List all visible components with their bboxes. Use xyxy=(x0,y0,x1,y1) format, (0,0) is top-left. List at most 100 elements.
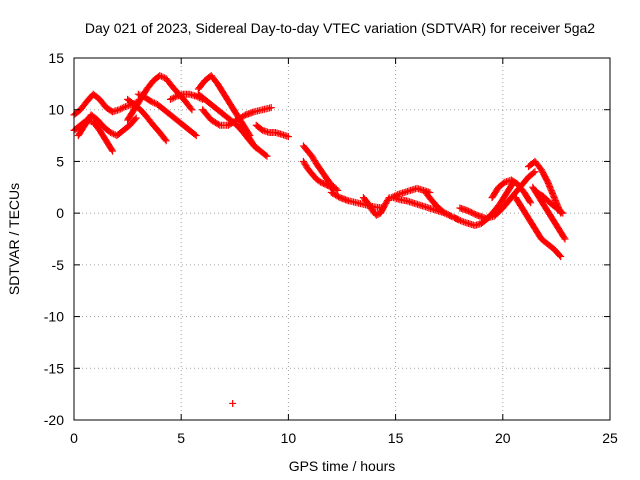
series-arc19 xyxy=(422,188,455,220)
data-points xyxy=(70,72,569,407)
data-point-run xyxy=(382,195,392,207)
x-tick-label: 15 xyxy=(388,430,404,446)
data-point-run xyxy=(121,122,132,133)
data-point-run xyxy=(144,78,156,92)
y-tick-label: 15 xyxy=(48,50,64,66)
data-point-run xyxy=(532,226,545,242)
data-point-run xyxy=(536,195,549,211)
data-point-run xyxy=(181,90,192,98)
data-point-run xyxy=(377,202,388,216)
data-point-run xyxy=(209,117,222,128)
data-point-run xyxy=(365,200,375,213)
data-point-run xyxy=(258,148,270,159)
data-point-run xyxy=(273,129,284,138)
data-point-run xyxy=(260,104,274,113)
data-point-run xyxy=(157,72,169,82)
data-point-run xyxy=(131,102,143,113)
data-point-run xyxy=(218,121,231,129)
data-point-run xyxy=(221,112,233,123)
data-point-run xyxy=(88,112,100,123)
series-arc24 xyxy=(525,157,565,217)
data-point-run xyxy=(136,91,147,101)
data-point-run xyxy=(355,199,368,208)
data-point-run xyxy=(551,247,564,259)
data-point-run xyxy=(114,127,126,139)
data-point-run xyxy=(175,91,186,100)
series-arc20 xyxy=(452,178,518,230)
data-point-run xyxy=(260,127,271,136)
data-point-run xyxy=(532,159,544,172)
y-axis-label: SDTVAR / TECUs xyxy=(6,183,22,295)
data-point-run xyxy=(521,190,534,206)
data-point-run xyxy=(309,154,319,166)
data-point-run xyxy=(404,197,415,206)
data-point-run xyxy=(305,148,315,159)
data-point-run xyxy=(509,177,521,187)
x-tick-label: 0 xyxy=(70,430,78,446)
data-point-run xyxy=(251,143,263,154)
data-point-run xyxy=(161,107,173,118)
data-point-run xyxy=(542,205,555,221)
data-point-run xyxy=(71,107,83,118)
data-point-run xyxy=(78,99,90,112)
data-point-run xyxy=(519,205,532,221)
data-point-run xyxy=(466,220,477,229)
data-point-run xyxy=(97,97,109,110)
data-point-run xyxy=(110,106,121,115)
data-point-run xyxy=(544,180,558,200)
data-point-run xyxy=(397,196,409,204)
data-point-run xyxy=(71,122,83,133)
data-point xyxy=(447,212,455,220)
data-point-run xyxy=(534,189,546,200)
data-point-run xyxy=(313,161,324,172)
data-point xyxy=(452,214,460,222)
data-point-run xyxy=(108,129,119,139)
data-point-run xyxy=(489,185,502,200)
data-point-run xyxy=(91,91,102,102)
data-point-run xyxy=(515,182,527,195)
data-point-run xyxy=(429,198,441,211)
data-point-run xyxy=(460,218,471,227)
data-point-run xyxy=(226,117,240,128)
data-point-run xyxy=(155,102,167,113)
gridlines xyxy=(74,58,610,420)
data-point-run xyxy=(300,159,311,171)
data-point-run xyxy=(318,179,327,187)
series-outlier xyxy=(229,399,237,407)
data-point-run xyxy=(391,194,402,203)
data-point-run xyxy=(512,195,525,211)
data-point-run xyxy=(453,215,464,225)
data-point-run xyxy=(423,203,434,212)
data-point-run xyxy=(254,122,265,133)
data-point-run xyxy=(200,107,214,123)
data-point-run xyxy=(208,73,221,86)
data-point-run xyxy=(554,205,566,216)
data-point-run xyxy=(443,210,454,219)
data-point-run xyxy=(423,190,435,203)
data-point-run xyxy=(496,179,508,190)
data-point-run xyxy=(101,124,113,135)
y-axis-ticks: -20 -15 -10 -5 0 5 10 15 xyxy=(44,50,610,428)
data-point-run xyxy=(503,177,514,186)
data-point-run xyxy=(123,101,134,110)
series-arc5 xyxy=(124,95,170,145)
series-arc12 xyxy=(252,121,292,141)
x-tick-label: 25 xyxy=(602,430,618,446)
data-point-run xyxy=(555,226,568,242)
data-point-run xyxy=(209,102,220,113)
data-point-run xyxy=(547,200,559,211)
data-point-run xyxy=(457,204,471,215)
series-arc11 xyxy=(237,121,271,160)
data-point-run xyxy=(322,181,332,190)
data-point-run xyxy=(187,127,199,139)
data-point-run xyxy=(243,108,257,118)
data-point-run xyxy=(267,128,278,136)
data-point-run xyxy=(214,81,227,97)
series-arc23 xyxy=(512,194,565,261)
y-tick-label: 10 xyxy=(48,102,64,118)
data-point-run xyxy=(395,189,407,198)
data-point-run xyxy=(125,96,137,108)
data-point-run xyxy=(430,206,441,215)
data-point-run xyxy=(541,194,553,206)
data-point-run xyxy=(95,117,107,130)
